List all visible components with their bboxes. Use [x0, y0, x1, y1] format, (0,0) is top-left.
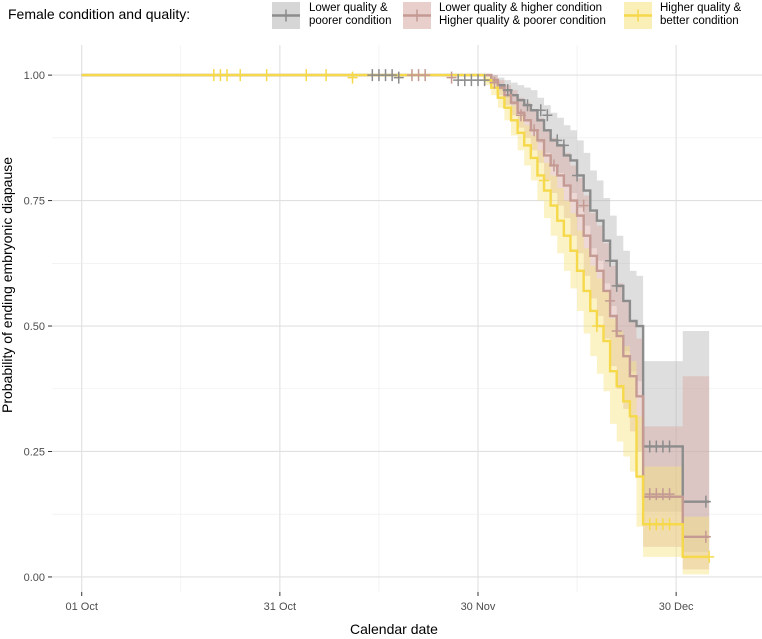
censor-mark-2	[489, 76, 500, 89]
survival-curves	[81, 73, 710, 559]
censor-mark-1	[393, 71, 404, 84]
censor-mark-2	[446, 71, 457, 84]
censor-mark-3	[222, 69, 233, 82]
legend-key-censor-1	[281, 9, 291, 22]
censor-mark-3	[301, 69, 312, 82]
legend-label-1: poorer condition	[309, 15, 391, 27]
y-tick-label: 0.75	[24, 196, 45, 208]
censor-marks	[208, 69, 715, 563]
censor-mark-2	[529, 124, 540, 137]
y-tick-label: 1.00	[24, 70, 45, 82]
censor-mark-3	[591, 320, 602, 333]
legend-label-3: Higher quality &	[660, 2, 742, 14]
censor-mark-2	[420, 69, 431, 82]
censor-mark-1	[572, 169, 583, 182]
censor-mark-1	[387, 69, 398, 82]
censor-mark-2	[515, 109, 526, 122]
y-axis-title: Probability of ending embryonic diapause	[0, 157, 15, 413]
censor-mark-1	[605, 254, 616, 267]
legend-title: Female condition and quality:	[8, 6, 190, 22]
censor-mark-2	[611, 325, 622, 338]
survival-curve-1	[81, 73, 710, 503]
y-tick-label: 0.25	[24, 446, 45, 458]
survival-curve-3	[81, 73, 710, 559]
censor-mark-2	[664, 488, 675, 501]
survival-curve-2	[81, 73, 710, 538]
confidence-bands	[81, 75, 710, 575]
x-tick-label: 01 Oct	[66, 601, 98, 613]
censor-mark-1	[700, 495, 711, 508]
censor-mark-1	[664, 440, 675, 453]
y-tick-label: 0.50	[24, 321, 45, 333]
legend: Female condition and quality: Lower qual…	[8, 2, 742, 29]
legend-key-censor-3	[633, 9, 643, 22]
x-tick-label: 31 Oct	[264, 601, 296, 613]
confidence-band-3	[81, 75, 710, 575]
censor-mark-3	[235, 69, 246, 82]
legend-label-1: Lower quality &	[309, 2, 388, 14]
censor-mark-1	[542, 109, 553, 122]
censor-mark-2	[578, 199, 589, 212]
censor-mark-1	[522, 99, 533, 112]
censor-mark-3	[261, 69, 272, 82]
legend-label-2: Lower quality & higher condition	[439, 2, 602, 14]
censor-mark-1	[552, 134, 563, 147]
censor-mark-2	[548, 159, 559, 172]
censor-mark-3	[704, 550, 715, 563]
censor-mark-3	[539, 174, 550, 187]
censor-mark-1	[535, 104, 546, 117]
censor-mark-1	[502, 84, 513, 97]
confidence-band-2	[81, 75, 710, 570]
censor-mark-2	[700, 530, 711, 543]
legend-key-censor-2	[412, 9, 422, 22]
censor-mark-1	[479, 74, 490, 87]
legend-label-3: better condition	[660, 15, 739, 27]
censor-mark-3	[347, 71, 358, 84]
censor-mark-2	[605, 294, 616, 307]
censor-mark-1	[558, 139, 569, 152]
legend-label-2: Higher quality & poorer condition	[439, 15, 606, 27]
censor-mark-3	[321, 69, 332, 82]
confidence-band-1	[81, 75, 710, 552]
y-tick-label: 0.00	[24, 572, 45, 584]
x-tick-label: 30 Dec	[659, 601, 694, 613]
x-tick-label: 30 Nov	[461, 601, 496, 613]
x-axis-title: Calendar date	[350, 621, 438, 637]
censor-mark-1	[611, 279, 622, 292]
censor-mark-3	[664, 518, 675, 531]
axes: 0.00 0.25 0.50 0.75 1.00 01 Oct 31 Oct 30 Nov 30…	[24, 70, 694, 613]
